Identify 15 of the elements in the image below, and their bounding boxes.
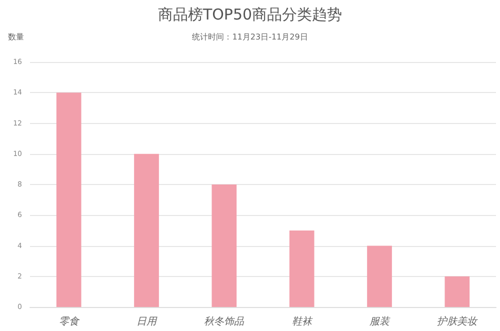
bar: [289, 230, 314, 307]
bar: [367, 246, 392, 307]
x-tick-label: 鞋袜: [292, 316, 313, 328]
x-tick-label: 护肤美妆: [437, 316, 478, 328]
y-axis-title: 数量: [8, 32, 24, 42]
x-tick-label: 服装: [370, 316, 390, 328]
chart-title: 商品榜TOP50商品分类趋势: [158, 6, 342, 24]
x-tick-label: 日用: [136, 316, 158, 328]
bar: [134, 154, 159, 307]
bar: [444, 276, 470, 307]
bar: [56, 92, 82, 307]
bar: [212, 184, 237, 307]
x-tick-label: 秋冬饰品: [204, 316, 246, 328]
x-tick-label: 零食: [58, 316, 80, 328]
chart-subtitle: 统计时间：11月23日-11月29日: [192, 32, 308, 42]
